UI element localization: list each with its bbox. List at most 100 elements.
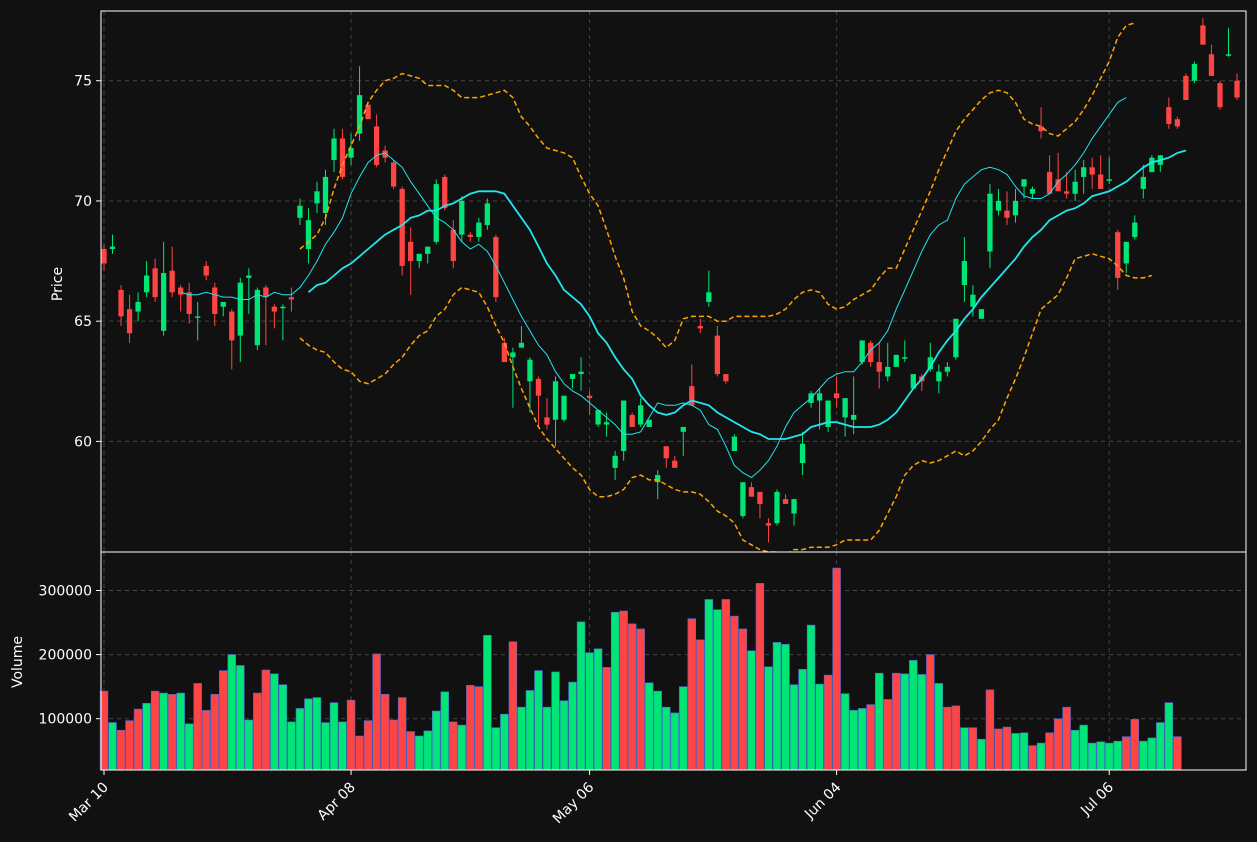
candle xyxy=(1191,61,1198,84)
candle-body xyxy=(833,393,840,399)
volume-y-tick-label: 100000 xyxy=(39,712,92,728)
candle-body xyxy=(1123,241,1129,264)
candle xyxy=(348,133,354,165)
candle xyxy=(246,268,252,314)
volume-bar xyxy=(696,639,705,771)
candle xyxy=(339,128,346,180)
volume-bar xyxy=(389,719,398,771)
candle xyxy=(655,470,661,500)
volume-bar xyxy=(1139,740,1148,771)
candle-body xyxy=(280,306,286,309)
volume-bar xyxy=(542,706,552,771)
candle xyxy=(851,376,857,435)
volume-bar xyxy=(670,712,679,771)
candle xyxy=(799,431,806,476)
candle-body xyxy=(1200,25,1206,45)
volume-bar xyxy=(900,673,909,771)
candle xyxy=(331,128,337,173)
volume-bar xyxy=(806,624,816,771)
candle xyxy=(893,354,899,367)
candle xyxy=(833,376,840,408)
candle xyxy=(390,160,397,189)
volume-bar xyxy=(483,635,492,771)
candle-body xyxy=(126,309,133,334)
volume-bar xyxy=(747,650,756,771)
candle xyxy=(160,241,167,336)
candle-body xyxy=(1063,191,1070,194)
price-axis-label: Price xyxy=(50,267,66,301)
candle xyxy=(791,499,797,526)
candle-body xyxy=(995,200,1002,211)
candle-body xyxy=(978,309,985,319)
volume-bar xyxy=(329,702,339,771)
volume-bar xyxy=(508,641,518,771)
candle xyxy=(476,217,482,242)
candle-body xyxy=(561,395,567,420)
volume-bar xyxy=(133,708,143,771)
volume-bar xyxy=(219,670,228,771)
candle xyxy=(382,145,388,163)
volume-bar xyxy=(278,684,288,771)
candle-body xyxy=(356,95,363,134)
candle xyxy=(101,244,107,271)
candle-body xyxy=(399,188,405,266)
candle xyxy=(178,285,184,312)
candle-body xyxy=(1072,181,1078,194)
volume-bar xyxy=(534,670,543,771)
candle xyxy=(152,258,158,302)
candle-body xyxy=(782,499,789,504)
candle xyxy=(118,285,124,326)
volume-bar xyxy=(994,728,1003,771)
candle-body xyxy=(910,374,916,389)
candle xyxy=(1166,97,1172,129)
volume-bar xyxy=(849,710,858,771)
candle-body xyxy=(1183,75,1189,100)
candle-body xyxy=(373,126,380,165)
candle-body xyxy=(322,176,329,213)
volume-bar xyxy=(551,671,560,771)
candle-body xyxy=(740,482,746,516)
candle-body xyxy=(203,265,209,276)
candle-body xyxy=(467,234,473,238)
volume-bar xyxy=(576,621,586,771)
candle-body xyxy=(314,191,320,204)
volume-bar xyxy=(764,666,773,771)
candle-body xyxy=(893,354,899,367)
candle xyxy=(229,309,235,370)
volume-bar xyxy=(397,697,407,771)
candle xyxy=(1081,160,1087,194)
candle-body xyxy=(970,294,976,307)
candle-body xyxy=(944,366,951,372)
volume-bar xyxy=(909,660,918,771)
candle-body xyxy=(953,318,959,358)
volume-bar xyxy=(1070,729,1080,771)
volume-bar xyxy=(346,699,356,771)
volume-bar xyxy=(1028,745,1037,771)
volume-bar xyxy=(202,710,211,771)
volume-bar xyxy=(943,706,952,771)
candle xyxy=(1183,73,1189,100)
candle xyxy=(1063,172,1070,199)
candle xyxy=(365,104,371,120)
candle-body xyxy=(1021,179,1027,187)
candle-body xyxy=(603,422,610,425)
candle-body xyxy=(1132,222,1138,238)
candle xyxy=(902,340,908,363)
candle-body xyxy=(697,325,703,329)
candle xyxy=(578,357,584,391)
candle-body xyxy=(1115,232,1121,278)
candle xyxy=(1217,80,1223,110)
candle-body xyxy=(220,301,226,307)
volume-bar xyxy=(892,672,901,771)
candle-body xyxy=(586,395,593,399)
candle xyxy=(1038,107,1044,139)
candle xyxy=(1208,44,1215,76)
candle xyxy=(569,374,576,389)
candle-body xyxy=(927,357,933,370)
volume-bar xyxy=(210,694,219,771)
candle xyxy=(356,66,363,141)
candle xyxy=(1089,157,1095,189)
candle-body xyxy=(1029,188,1036,194)
volume-bar xyxy=(1053,718,1063,771)
